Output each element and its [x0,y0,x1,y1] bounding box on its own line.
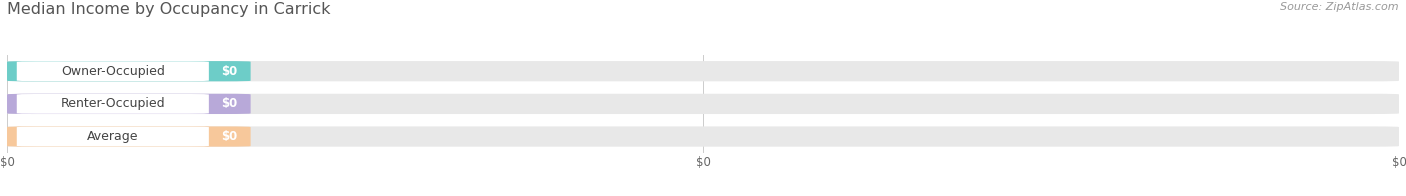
Text: $0: $0 [222,97,238,110]
FancyBboxPatch shape [17,61,209,81]
FancyBboxPatch shape [7,94,1399,114]
Text: Renter-Occupied: Renter-Occupied [60,97,165,110]
Text: Average: Average [87,130,139,143]
FancyBboxPatch shape [17,94,209,114]
Text: Source: ZipAtlas.com: Source: ZipAtlas.com [1281,2,1399,12]
FancyBboxPatch shape [7,126,250,147]
FancyBboxPatch shape [7,94,250,114]
FancyBboxPatch shape [17,127,209,146]
FancyBboxPatch shape [7,61,250,81]
Text: Median Income by Occupancy in Carrick: Median Income by Occupancy in Carrick [7,2,330,17]
Text: Owner-Occupied: Owner-Occupied [60,65,165,78]
Text: $0: $0 [222,130,238,143]
FancyBboxPatch shape [7,61,1399,81]
Text: $0: $0 [222,65,238,78]
FancyBboxPatch shape [7,126,1399,147]
